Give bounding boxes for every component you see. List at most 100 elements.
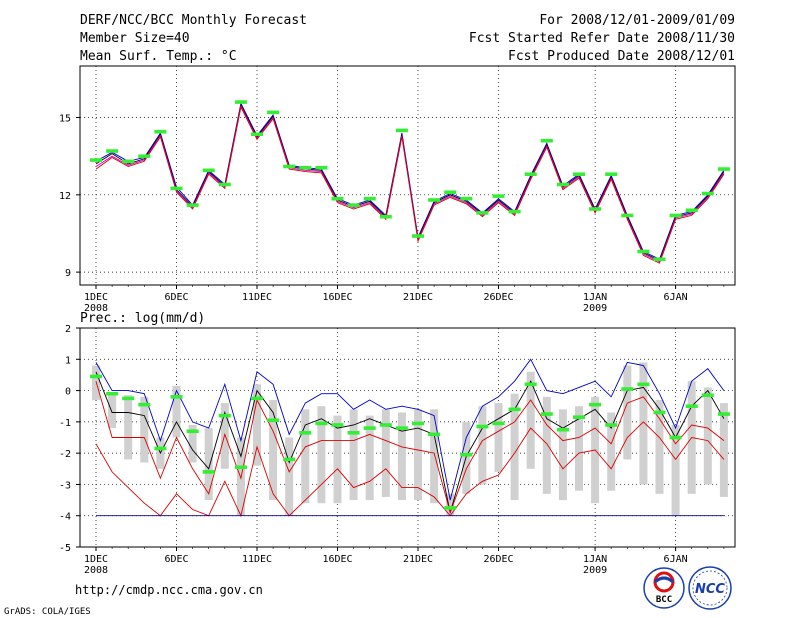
p1-observed-23 bbox=[460, 196, 473, 201]
variable-label: Mean Surf. Temp.: °C bbox=[80, 49, 237, 64]
p2-xtick-label-7: 6JAN bbox=[664, 554, 688, 565]
p2-ytick-label-5: 0 bbox=[65, 387, 71, 398]
p1-observed-12 bbox=[283, 164, 296, 169]
p2-xtick-label-5: 26DEC bbox=[483, 554, 513, 565]
p1-line-ensemble-red bbox=[95, 105, 725, 264]
p2-box-14 bbox=[317, 406, 326, 504]
p2-observed-17 bbox=[363, 426, 376, 430]
p2-observed-16 bbox=[347, 431, 360, 435]
precipitation-y-ticks: -5 -4 -3 -2 -1 0 1 2 bbox=[59, 324, 80, 554]
p2-box-1 bbox=[108, 392, 117, 429]
p2-observed-26 bbox=[508, 407, 521, 412]
p2-line-max-blue bbox=[95, 358, 725, 501]
p2-observed-27 bbox=[524, 382, 537, 387]
p2-xtick-label-6: 1JAN bbox=[583, 554, 607, 565]
p2-xtick-year-0: 2008 bbox=[84, 565, 108, 576]
p2-xtick-label-0: 1DEC bbox=[84, 554, 108, 565]
p2-ytick-label-2: -3 bbox=[59, 480, 71, 491]
figure-title: DERF/NCC/BCC Monthly Forecast bbox=[80, 13, 307, 28]
p2-box-18 bbox=[381, 409, 390, 497]
ncc-logo: NCC bbox=[688, 566, 732, 610]
p2-observed-34 bbox=[637, 382, 650, 387]
p2-box-6 bbox=[188, 424, 197, 463]
p2-box-20 bbox=[414, 409, 422, 501]
p2-box-28 bbox=[542, 396, 551, 494]
p2-box-38 bbox=[703, 387, 712, 485]
p2-box-13 bbox=[301, 409, 310, 504]
p1-observed-5 bbox=[170, 186, 183, 191]
p1-observed-15 bbox=[331, 196, 344, 201]
precip-label: Prec.: log(mm/d) bbox=[80, 311, 205, 326]
p1-xtick-label-0: 1DEC bbox=[84, 292, 108, 303]
precipitation-series bbox=[95, 358, 725, 518]
source-url[interactable]: http://cmdp.ncc.cma.gov.cn bbox=[75, 583, 263, 597]
p2-observed-3 bbox=[138, 402, 151, 407]
p2-box-35 bbox=[655, 399, 664, 494]
p2-observed-0 bbox=[90, 374, 102, 379]
p2-ytick-label-1: -4 bbox=[59, 512, 71, 523]
p2-box-19 bbox=[397, 412, 406, 501]
p2-box-36 bbox=[671, 424, 680, 516]
temperature-y-ticks: 9 12 15 bbox=[59, 114, 80, 279]
temperature-grid bbox=[80, 66, 735, 285]
p2-ytick-label-4: -1 bbox=[59, 418, 71, 429]
p2-observed-7 bbox=[202, 470, 215, 474]
p1-observed-22 bbox=[444, 190, 457, 195]
p1-observed-25 bbox=[492, 194, 505, 198]
p1-ytick-label-0: 9 bbox=[65, 268, 71, 279]
p2-xtick-label-3: 16DEC bbox=[322, 554, 352, 565]
p1-xtick-label-5: 26DEC bbox=[483, 292, 513, 303]
p2-box-24 bbox=[478, 406, 487, 485]
p1-observed-30 bbox=[573, 172, 585, 177]
p2-observed-2 bbox=[122, 396, 135, 401]
forecast-start-date: Fcst Started Refer Date 2008/11/30 bbox=[469, 31, 735, 46]
p1-observed-37 bbox=[685, 208, 698, 213]
p2-box-7 bbox=[204, 428, 213, 501]
p1-xtick-year-0: 2008 bbox=[84, 303, 108, 314]
p2-observed-21 bbox=[428, 432, 441, 437]
p1-observed-9 bbox=[234, 100, 247, 104]
p2-ytick-label-3: -2 bbox=[59, 449, 71, 460]
p2-observed-22 bbox=[444, 506, 457, 510]
ncc-logo-globe-icon bbox=[692, 570, 728, 606]
p2-ytick-label-6: 1 bbox=[65, 355, 71, 366]
p2-observed-32 bbox=[605, 423, 618, 427]
p2-observed-6 bbox=[186, 429, 199, 434]
p1-observed-26 bbox=[508, 209, 521, 214]
p2-observed-24 bbox=[476, 424, 489, 429]
p2-box-32 bbox=[607, 412, 616, 491]
p2-observed-30 bbox=[573, 415, 585, 419]
p2-box-16 bbox=[349, 409, 358, 501]
p1-observed-36 bbox=[669, 213, 682, 218]
p1-xtick-label-2: 11DEC bbox=[242, 292, 272, 303]
forecast-period: For 2008/12/01-2009/01/09 bbox=[539, 13, 735, 28]
p2-box-27 bbox=[526, 371, 535, 469]
p1-xtick-label-4: 21DEC bbox=[403, 292, 433, 303]
p1-observed-8 bbox=[218, 182, 231, 187]
p1-observed-34 bbox=[637, 249, 650, 254]
p2-box-17 bbox=[365, 415, 374, 501]
p2-box-22 bbox=[446, 493, 455, 516]
p1-xtick-year-6: 2009 bbox=[583, 303, 607, 314]
p2-observed-37 bbox=[685, 404, 698, 409]
p1-observed-20 bbox=[412, 234, 424, 238]
p2-observed-31 bbox=[589, 402, 602, 407]
p2-observed-10 bbox=[251, 396, 263, 401]
p2-observed-12 bbox=[283, 457, 296, 462]
p1-xtick-label-6: 1JAN bbox=[583, 292, 607, 303]
p2-box-29 bbox=[558, 409, 567, 501]
precipitation-frame bbox=[79, 327, 736, 548]
p2-box-15 bbox=[333, 415, 342, 504]
p2-observed-9 bbox=[234, 465, 247, 470]
p2-box-10 bbox=[253, 384, 261, 466]
p2-observed-5 bbox=[170, 395, 183, 399]
p2-box-12 bbox=[285, 437, 294, 516]
p1-observed-13 bbox=[299, 165, 312, 170]
p2-observed-15 bbox=[331, 423, 344, 427]
p2-line-min-red bbox=[95, 421, 725, 518]
p2-observed-4 bbox=[154, 446, 167, 451]
p2-observed-20 bbox=[412, 421, 424, 426]
member-size: Member Size=40 bbox=[80, 31, 190, 46]
